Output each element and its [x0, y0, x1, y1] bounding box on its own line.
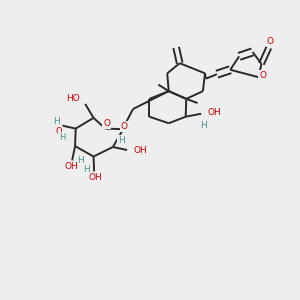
Text: OH: OH — [207, 108, 221, 117]
Text: H: H — [77, 156, 84, 165]
Text: OH: OH — [134, 146, 147, 154]
Text: O: O — [121, 122, 128, 131]
Text: O: O — [260, 71, 266, 80]
Text: H: H — [53, 117, 60, 126]
Text: OH: OH — [88, 173, 102, 182]
Text: H: H — [84, 164, 90, 173]
Text: O: O — [267, 37, 274, 46]
Text: H: H — [118, 136, 125, 145]
Text: H: H — [59, 133, 65, 142]
Text: H: H — [200, 121, 207, 130]
Text: O: O — [103, 119, 110, 128]
Text: OH: OH — [65, 162, 78, 171]
Text: HO: HO — [66, 94, 80, 103]
Text: O: O — [55, 127, 62, 136]
